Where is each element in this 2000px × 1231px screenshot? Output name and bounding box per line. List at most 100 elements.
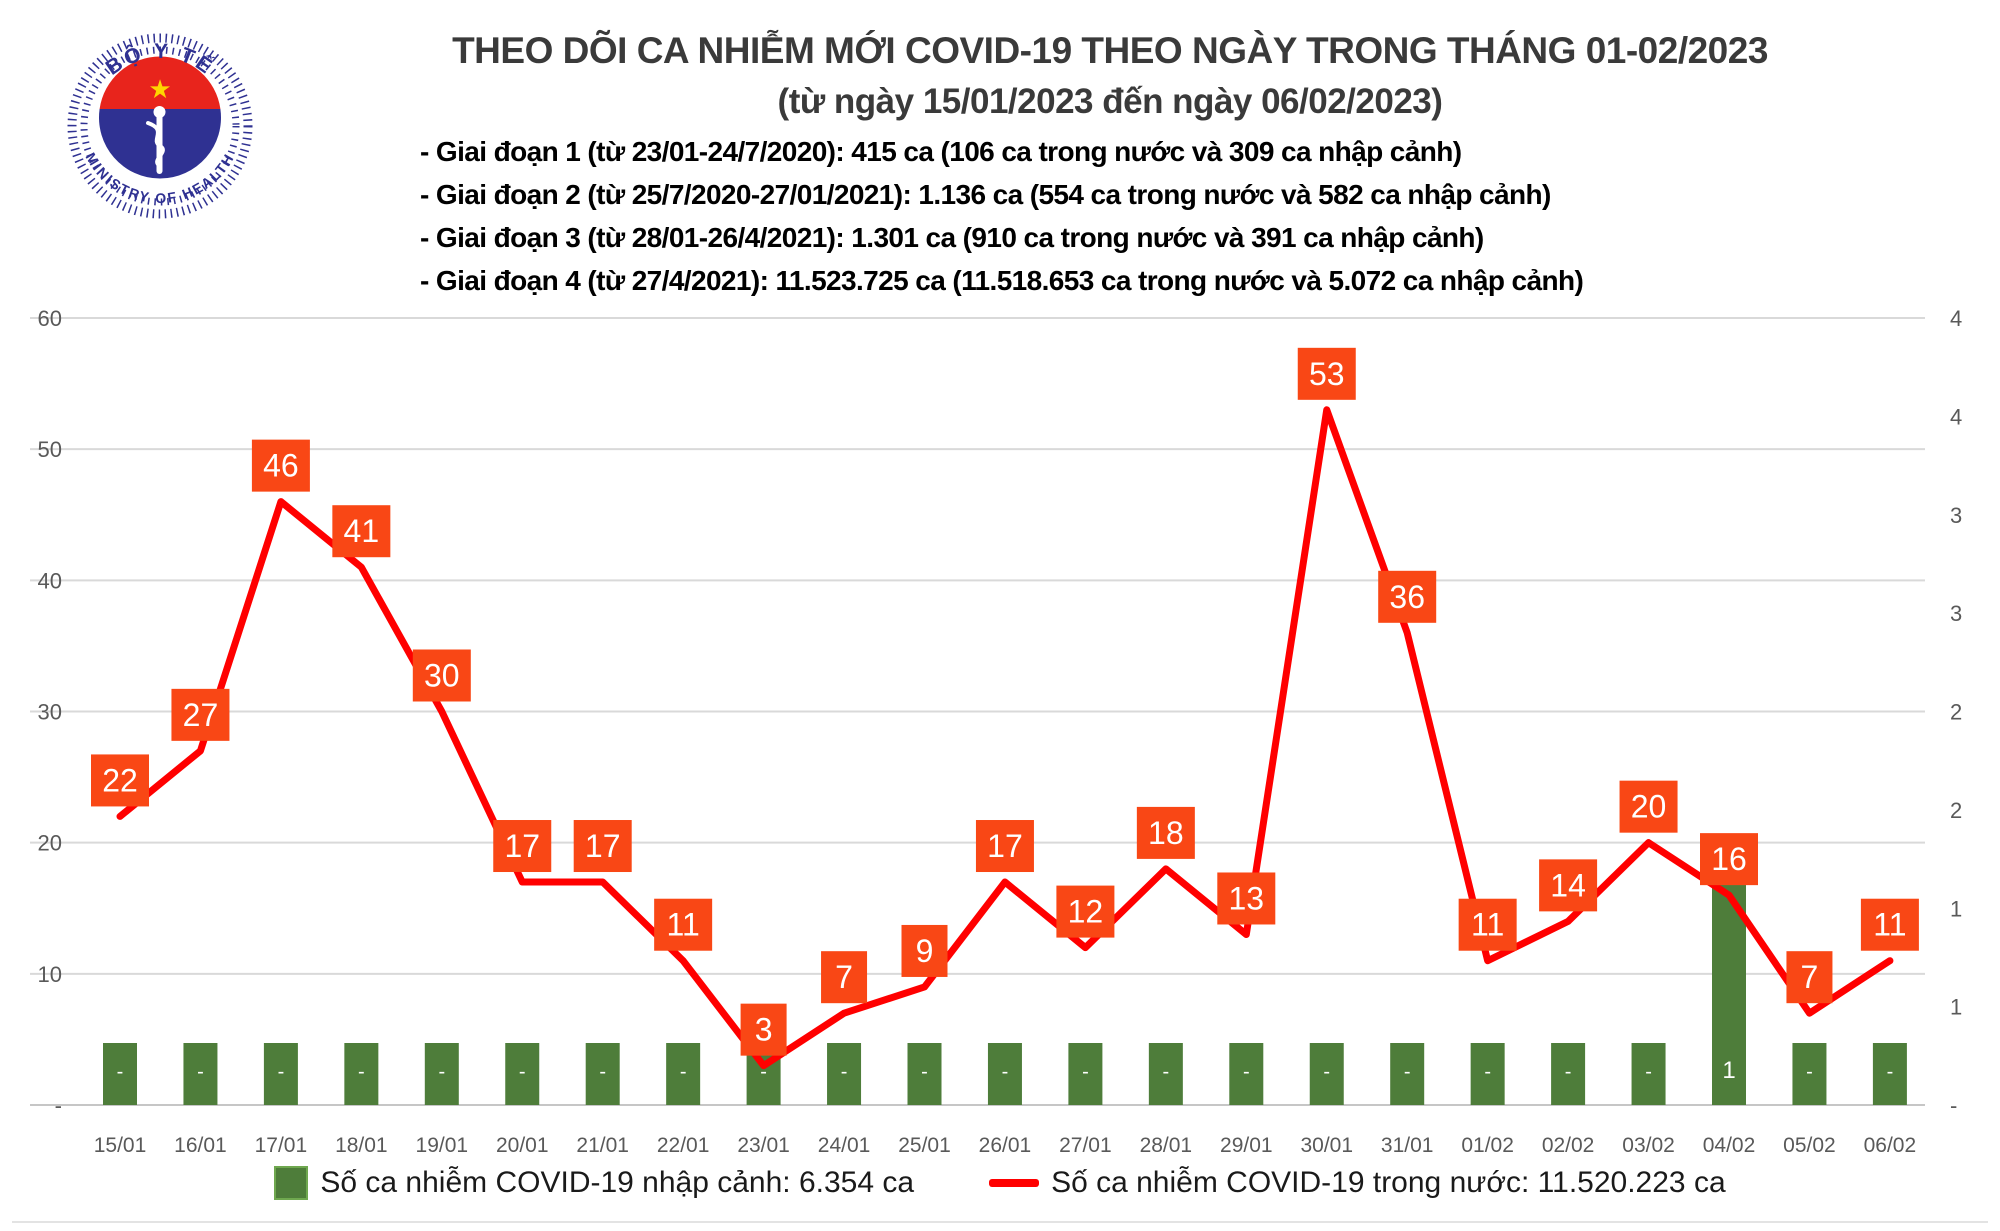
x-axis-tick: 05/02 <box>1783 1134 1836 1157</box>
data-label-box <box>1378 570 1437 623</box>
bar-16/01 <box>183 1043 218 1105</box>
data-label-value: 36 <box>1389 579 1425 615</box>
left-axis-tick: - <box>55 1093 62 1118</box>
x-axis-tick: 06/02 <box>1864 1134 1917 1157</box>
data-label-value: 17 <box>504 828 540 864</box>
data-label-box <box>1056 885 1115 938</box>
x-axis-tick: 28/01 <box>1140 1134 1193 1157</box>
bar-label: - <box>599 1061 606 1083</box>
x-axis-tick: 22/01 <box>657 1134 710 1157</box>
chart-subtitle: (từ ngày 15/01/2023 đến ngày 06/02/2023) <box>777 82 1443 121</box>
data-label-box <box>332 505 391 558</box>
phase-note-3: - Giai đoạn 3 (từ 28/01-26/4/2021): 1.30… <box>420 222 1484 253</box>
right-axis-tick: 2 <box>1950 700 1962 725</box>
bar-label: 1 <box>1722 1057 1735 1084</box>
x-axis-tick: 21/01 <box>576 1134 629 1157</box>
bar-17/01 <box>263 1043 298 1105</box>
bar-30/01 <box>1309 1043 1344 1105</box>
data-label-box <box>412 649 471 702</box>
data-label-box <box>821 951 868 1004</box>
left-axis-tick: 50 <box>38 437 62 462</box>
bar-label: - <box>1806 1061 1813 1083</box>
right-axis-labels: 4 4 3 3 2 2 1 1 - <box>1950 306 1962 1118</box>
bar-label: - <box>1323 1061 1330 1083</box>
x-axis-tick: 15/01 <box>94 1134 147 1157</box>
data-label-box <box>1619 780 1678 833</box>
data-label-value: 7 <box>1801 959 1819 995</box>
logo-sunburst-ring-outer <box>67 33 253 219</box>
phase-note-4: - Giai đoạn 4 (từ 27/4/2021): 11.523.725… <box>420 265 1584 296</box>
data-label-value: 30 <box>424 658 460 694</box>
data-label-box <box>740 1003 787 1056</box>
data-label-value: 11 <box>1471 907 1504 943</box>
logo-asclepius-rod <box>146 106 166 174</box>
data-label-value: 3 <box>755 1012 773 1048</box>
bar-label: - <box>760 1061 767 1083</box>
left-axis-labels: 60 50 40 30 20 10 - <box>38 306 62 1118</box>
data-label-box <box>573 820 632 873</box>
phase-note-2: - Giai đoạn 2 (từ 25/7/2020-27/01/2021):… <box>420 179 1551 210</box>
data-label-value: 46 <box>263 448 299 484</box>
x-axis-tick: 30/01 <box>1300 1134 1353 1157</box>
right-axis-tick: 1 <box>1950 896 1962 921</box>
left-axis-tick: 10 <box>38 962 62 987</box>
legend-bar-swatch <box>274 1166 309 1200</box>
x-axis-tick: 02/02 <box>1542 1134 1595 1157</box>
data-label-value: 12 <box>1068 894 1104 930</box>
bar-20/01 <box>505 1043 540 1105</box>
bar-26/01 <box>987 1043 1022 1105</box>
bar-label: - <box>519 1061 526 1083</box>
data-label-box <box>1297 347 1356 400</box>
x-axis-tick: 17/01 <box>255 1134 308 1157</box>
data-label-value: 20 <box>1631 789 1667 825</box>
bar-31/01 <box>1390 1043 1425 1105</box>
legend-line-swatch <box>989 1179 1040 1187</box>
x-axis-tick: 29/01 <box>1220 1134 1273 1157</box>
bar-label: - <box>680 1061 687 1083</box>
data-label-value: 27 <box>183 697 219 733</box>
bar-label: - <box>278 1061 285 1083</box>
data-label-value: 22 <box>102 762 138 798</box>
bar-label: - <box>1484 1061 1491 1083</box>
x-axis-tick: 01/02 <box>1461 1134 1514 1157</box>
right-axis-tick: 4 <box>1950 404 1962 429</box>
bar-03/02 <box>1631 1043 1666 1105</box>
data-label-box <box>1700 833 1758 886</box>
data-label-box <box>91 754 149 807</box>
bar-28/01 <box>1148 1043 1183 1105</box>
bar-24/01 <box>827 1043 862 1105</box>
phase-notes: - Giai đoạn 1 (từ 23/01-24/7/2020): 415 … <box>420 130 1820 302</box>
data-label-value: 11 <box>1873 907 1906 943</box>
bar-06/02 <box>1872 1043 1907 1105</box>
data-label-value: 53 <box>1309 356 1345 392</box>
logo-red-half <box>99 56 221 109</box>
bottom-divider <box>12 1221 1988 1223</box>
data-label-value: 9 <box>916 933 934 969</box>
data-label-box <box>1217 872 1276 925</box>
data-label-box <box>901 924 948 977</box>
data-label-box <box>654 898 713 951</box>
x-axis-tick: 31/01 <box>1381 1134 1434 1157</box>
bar-22/01 <box>666 1043 701 1105</box>
data-label-box <box>1539 859 1598 912</box>
data-label-value: 17 <box>987 828 1023 864</box>
data-label-value: 7 <box>835 959 853 995</box>
right-axis-tick: 1 <box>1950 995 1962 1020</box>
legend-domestic-label: Số ca nhiễm COVID-19 trong nước: 11.520.… <box>1051 1166 1726 1199</box>
data-label-value: 13 <box>1229 880 1265 916</box>
x-axis-tick: 27/01 <box>1059 1134 1112 1157</box>
bar-label: - <box>1082 1061 1089 1083</box>
x-axis-tick: 04/02 <box>1703 1134 1756 1157</box>
data-label-value: 16 <box>1711 841 1747 877</box>
bar-19/01 <box>424 1043 459 1105</box>
data-label-box <box>493 820 552 873</box>
data-label-box <box>1860 898 1919 951</box>
data-label-box <box>975 820 1034 873</box>
x-axis-labels: 15/01 16/01 17/01 18/01 19/01 20/01 21/01 22/01… <box>94 1134 1916 1157</box>
left-axis-tick: 30 <box>38 700 62 725</box>
legend-imported-label: Số ca nhiễm COVID-19 nhập cảnh: 6.354 ca <box>320 1166 915 1199</box>
data-label-box <box>1458 898 1517 951</box>
x-axis-tick: 19/01 <box>416 1134 469 1157</box>
data-label-value: 17 <box>585 828 621 864</box>
bar-label: - <box>921 1061 928 1083</box>
